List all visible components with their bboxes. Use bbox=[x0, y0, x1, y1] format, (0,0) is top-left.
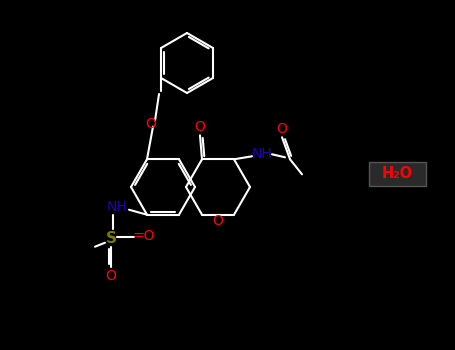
Text: NH: NH bbox=[106, 200, 127, 214]
Text: S: S bbox=[106, 231, 116, 246]
Text: O: O bbox=[195, 120, 206, 134]
Text: H₂O: H₂O bbox=[381, 167, 413, 182]
Text: NH: NH bbox=[252, 147, 273, 161]
FancyBboxPatch shape bbox=[369, 162, 426, 186]
Text: =O: =O bbox=[133, 229, 155, 243]
Text: O: O bbox=[146, 117, 157, 131]
Text: O: O bbox=[212, 214, 223, 228]
Text: O: O bbox=[277, 122, 288, 136]
Text: O: O bbox=[106, 269, 116, 283]
